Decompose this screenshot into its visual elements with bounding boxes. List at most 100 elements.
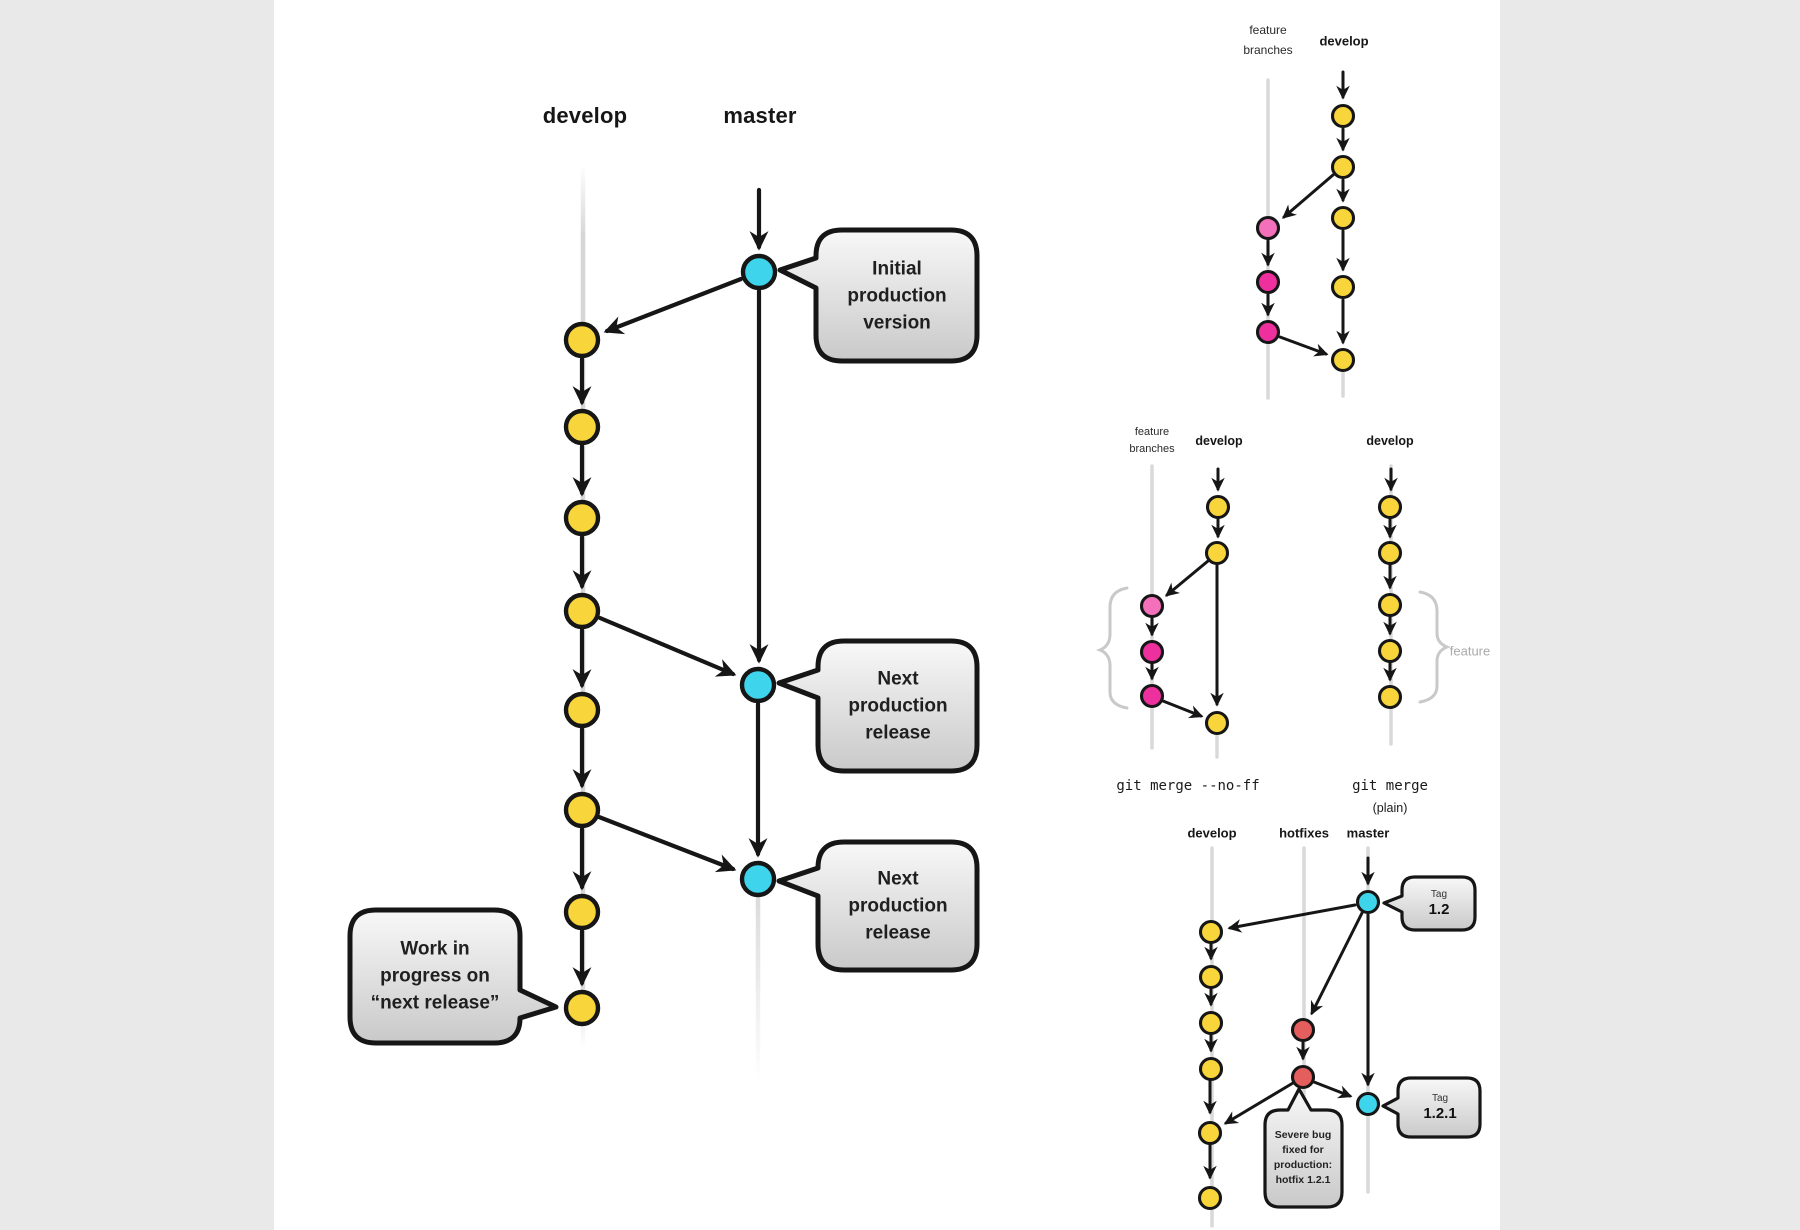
callout-line: Next xyxy=(877,668,919,690)
commit-develop xyxy=(563,408,601,446)
commit-develop xyxy=(563,499,601,537)
commit-develop xyxy=(1330,347,1356,373)
branch-label-master: master xyxy=(1346,825,1390,841)
commit-develop xyxy=(563,791,601,829)
callout-bubble xyxy=(1263,1087,1344,1209)
caption-git-merge: git merge xyxy=(1352,778,1428,794)
branch-label-master: master xyxy=(723,103,797,128)
commit-master xyxy=(739,666,777,704)
commit-master xyxy=(1355,1091,1381,1117)
commit-hotfix xyxy=(1290,1064,1316,1090)
commit-develop xyxy=(563,691,601,729)
tag-value: 1.2 xyxy=(1428,901,1450,918)
commit-feature xyxy=(1139,683,1165,709)
commit-develop xyxy=(1198,964,1224,990)
branch-label-feature-branches: feature branches xyxy=(1129,424,1174,458)
branch-label-develop: develop xyxy=(1195,434,1243,448)
feature-diagram-lines xyxy=(1266,78,1345,400)
callout-line: Severe bug xyxy=(1274,1129,1332,1141)
tag-kicker: Tag xyxy=(1430,889,1448,900)
hotfix-diagram-commits xyxy=(1197,889,1381,1211)
main-edges xyxy=(572,187,769,987)
commit-develop xyxy=(1330,154,1356,180)
commit-develop xyxy=(1198,1056,1224,1082)
commit-develop xyxy=(1198,1010,1224,1036)
hotfix-diagram-edges xyxy=(1203,856,1375,1180)
branch-label-hotfixes: hotfixes xyxy=(1279,825,1329,841)
tag-value: 1.2.1 xyxy=(1423,1105,1457,1122)
commit-master xyxy=(1355,889,1381,915)
commit-merge xyxy=(1204,710,1230,736)
callout-line: production xyxy=(848,695,948,717)
commit-develop xyxy=(1197,1185,1223,1211)
commit-develop xyxy=(1377,638,1403,664)
commit-develop xyxy=(563,321,601,359)
commit-feature xyxy=(1139,639,1165,665)
merge-plain-edges xyxy=(1383,467,1398,682)
tag-bubble xyxy=(1381,1076,1482,1139)
callout-line: fixed for xyxy=(1282,1144,1324,1156)
feature-brace-left xyxy=(1095,586,1129,710)
callout-line: progress on xyxy=(380,965,490,987)
commit-master xyxy=(740,253,778,291)
tag-1-2-bubble-text: Tag 1.2 xyxy=(1429,888,1450,918)
callout-initial-production-version: Initial production version xyxy=(847,256,946,337)
commit-develop xyxy=(563,893,601,931)
commit-develop xyxy=(1204,540,1230,566)
commit-feature xyxy=(1255,269,1281,295)
callout-line: Next xyxy=(877,868,919,890)
commit-develop xyxy=(1377,540,1403,566)
hotfix-callout-bubbles xyxy=(1263,875,1482,1209)
feature-brace-right xyxy=(1418,590,1452,704)
callout-work-in-progress: Work in progress on “next release” xyxy=(371,936,500,1017)
label-line: branches xyxy=(1129,443,1175,455)
callout-line: “next release” xyxy=(370,992,500,1014)
callout-line: release xyxy=(865,722,931,744)
merge-noff-edges xyxy=(1145,467,1225,719)
feature-diagram-commits xyxy=(1255,103,1356,373)
commit-develop xyxy=(1330,274,1356,300)
callout-severe-bug: Severe bug fixed for production: hotfix … xyxy=(1274,1128,1332,1188)
main-commits xyxy=(563,253,778,1027)
feature-diagram-edges xyxy=(1261,70,1350,357)
commit-develop xyxy=(1330,103,1356,129)
branch-label-feature-branches: feature branches xyxy=(1243,20,1292,60)
commit-develop xyxy=(563,989,601,1027)
callout-line: production xyxy=(848,895,948,917)
callout-line: Initial xyxy=(872,258,922,280)
label-line: branches xyxy=(1243,43,1293,57)
callout-bubble xyxy=(347,907,559,1046)
commit-develop xyxy=(1197,1120,1223,1146)
commit-hotfix xyxy=(1290,1017,1316,1043)
caption-git-merge-plain: (plain) xyxy=(1372,801,1408,815)
commit-develop xyxy=(1198,919,1224,945)
main-callout-bubbles xyxy=(347,227,980,1046)
commit-develop xyxy=(1205,494,1231,520)
tag-bubble xyxy=(1382,875,1477,932)
callout-bubble xyxy=(776,638,980,774)
callout-bubble xyxy=(776,839,980,973)
callout-line: production: xyxy=(1273,1159,1333,1171)
callout-line: version xyxy=(863,312,931,334)
caption-git-merge-no-ff: git merge --no-ff xyxy=(1116,778,1260,794)
branch-label-develop: develop xyxy=(1366,434,1414,448)
tag-1-2-1-bubble-text: Tag 1.2.1 xyxy=(1423,1092,1456,1122)
merge-plain-commits xyxy=(1377,494,1403,710)
commit-feature xyxy=(1255,319,1281,345)
callout-next-production-release-2: Next production release xyxy=(848,866,947,947)
callout-next-production-release-1: Next production release xyxy=(848,666,947,747)
callout-line: release xyxy=(865,922,931,944)
commit-master xyxy=(739,860,777,898)
commit-develop xyxy=(1377,494,1403,520)
tag-kicker: Tag xyxy=(1431,1093,1449,1104)
merge-noff-commits xyxy=(1139,494,1231,736)
commit-develop xyxy=(563,592,601,630)
label-line: feature xyxy=(1134,426,1170,438)
branch-label-develop: develop xyxy=(1319,33,1369,49)
label-line: feature xyxy=(1249,23,1287,37)
branch-label-develop: develop xyxy=(1187,825,1237,841)
callout-bubble xyxy=(777,227,980,364)
commit-feature xyxy=(1139,593,1165,619)
branch-label-develop: develop xyxy=(542,103,628,128)
